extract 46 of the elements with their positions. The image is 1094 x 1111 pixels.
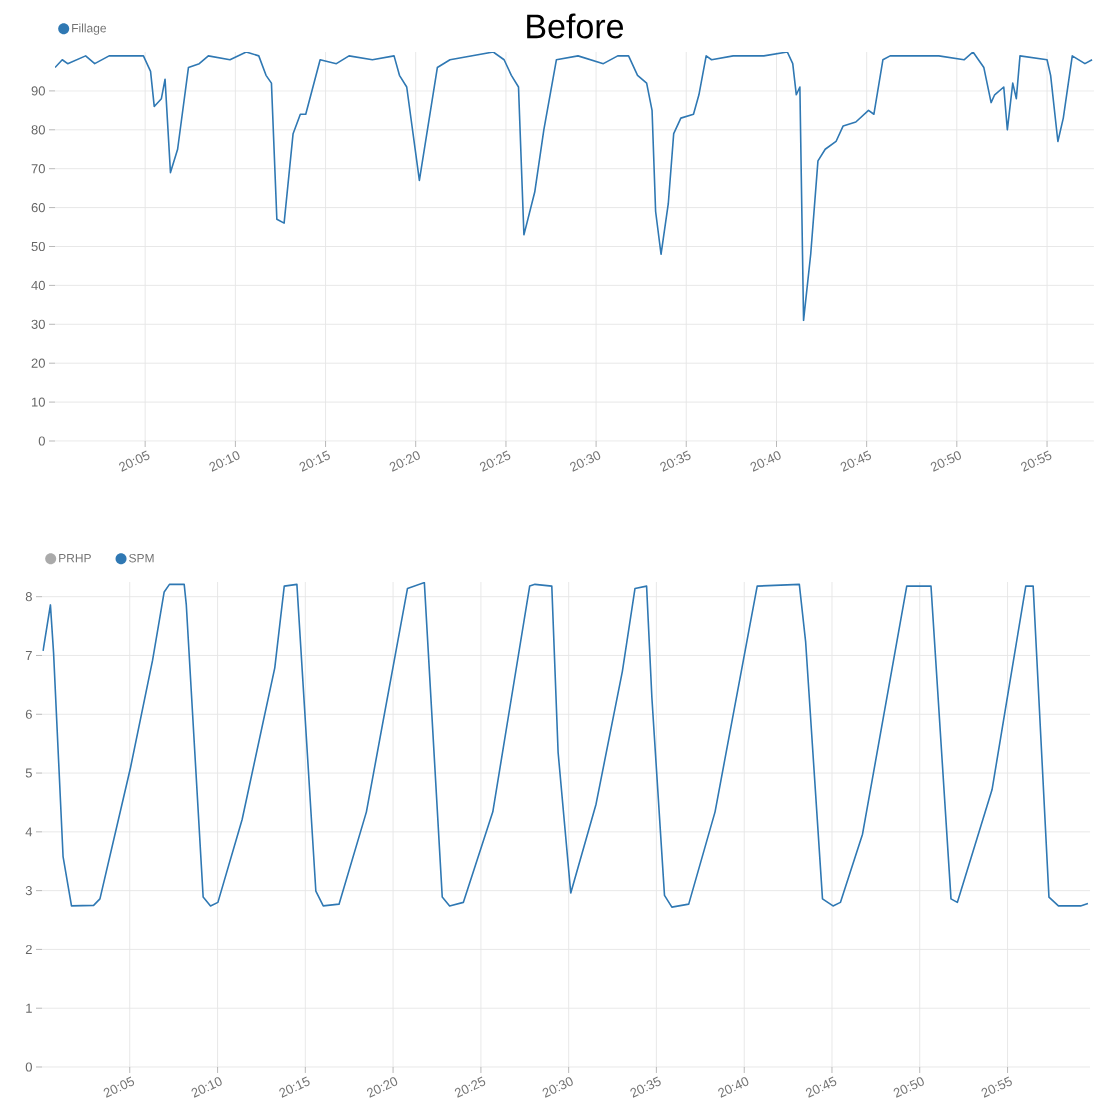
y-tick-label: 7 xyxy=(25,651,32,660)
x-tick-label: 20:05 xyxy=(119,450,150,472)
line-series xyxy=(42,582,1089,908)
y-tick-label: 0 xyxy=(25,1062,32,1072)
legend-label: PRHP xyxy=(59,553,91,563)
x-tick-label: 20:55 xyxy=(1020,450,1052,472)
legend-label: Fillage xyxy=(72,23,106,35)
y-tick-label: 30 xyxy=(31,319,45,329)
x-tick-label: 20:15 xyxy=(279,1076,310,1098)
y-tick-label: 60 xyxy=(31,202,45,213)
x-tick-label: 20:25 xyxy=(479,450,511,472)
y-tick-label: 90 xyxy=(31,86,45,96)
x-tick-label: 20:40 xyxy=(718,1077,749,1098)
y-tick-label: 6 xyxy=(25,709,32,719)
chart-title: Before xyxy=(527,13,624,39)
y-tick-label: 1 xyxy=(26,1003,32,1013)
x-tick-label: 20:55 xyxy=(981,1076,1012,1098)
y-tick-label: 50 xyxy=(31,241,45,252)
legend-label: SPM xyxy=(129,553,154,563)
x-tick-label: 20:35 xyxy=(630,1076,661,1098)
y-tick-label: 8 xyxy=(25,592,32,602)
x-tick-label: 20:10 xyxy=(191,1077,222,1098)
y-tick-label: 2 xyxy=(25,944,32,954)
x-tick-label: 20:30 xyxy=(570,451,601,472)
y-tick-label: 70 xyxy=(31,164,45,174)
x-tick-label: 20:05 xyxy=(103,1076,135,1098)
y-tick-label: 40 xyxy=(31,280,45,290)
y-tick-label: 10 xyxy=(31,397,45,407)
x-tick-label: 20:20 xyxy=(366,1077,398,1098)
x-tick-label: 20:50 xyxy=(930,451,961,472)
x-tick-label: 20:30 xyxy=(542,1077,573,1098)
y-tick-label: 5 xyxy=(25,768,32,778)
x-tick-label: 20:45 xyxy=(840,450,872,472)
y-tick-label: 0 xyxy=(38,436,45,446)
x-tick-label: 20:40 xyxy=(750,451,781,472)
x-tick-label: 20:25 xyxy=(454,1076,486,1098)
x-tick-label: 20:50 xyxy=(893,1077,924,1098)
x-tick-label: 20:20 xyxy=(389,451,420,472)
x-tick-label: 20:10 xyxy=(209,451,240,472)
y-tick-label: 20 xyxy=(31,358,45,368)
y-tick-label: 4 xyxy=(25,827,33,837)
x-tick-label: 20:45 xyxy=(805,1076,837,1098)
x-tick-label: 20:35 xyxy=(660,450,691,472)
x-tick-label: 20:15 xyxy=(299,450,330,472)
y-tick-label: 80 xyxy=(31,125,45,135)
y-tick-label: 3 xyxy=(25,886,32,896)
